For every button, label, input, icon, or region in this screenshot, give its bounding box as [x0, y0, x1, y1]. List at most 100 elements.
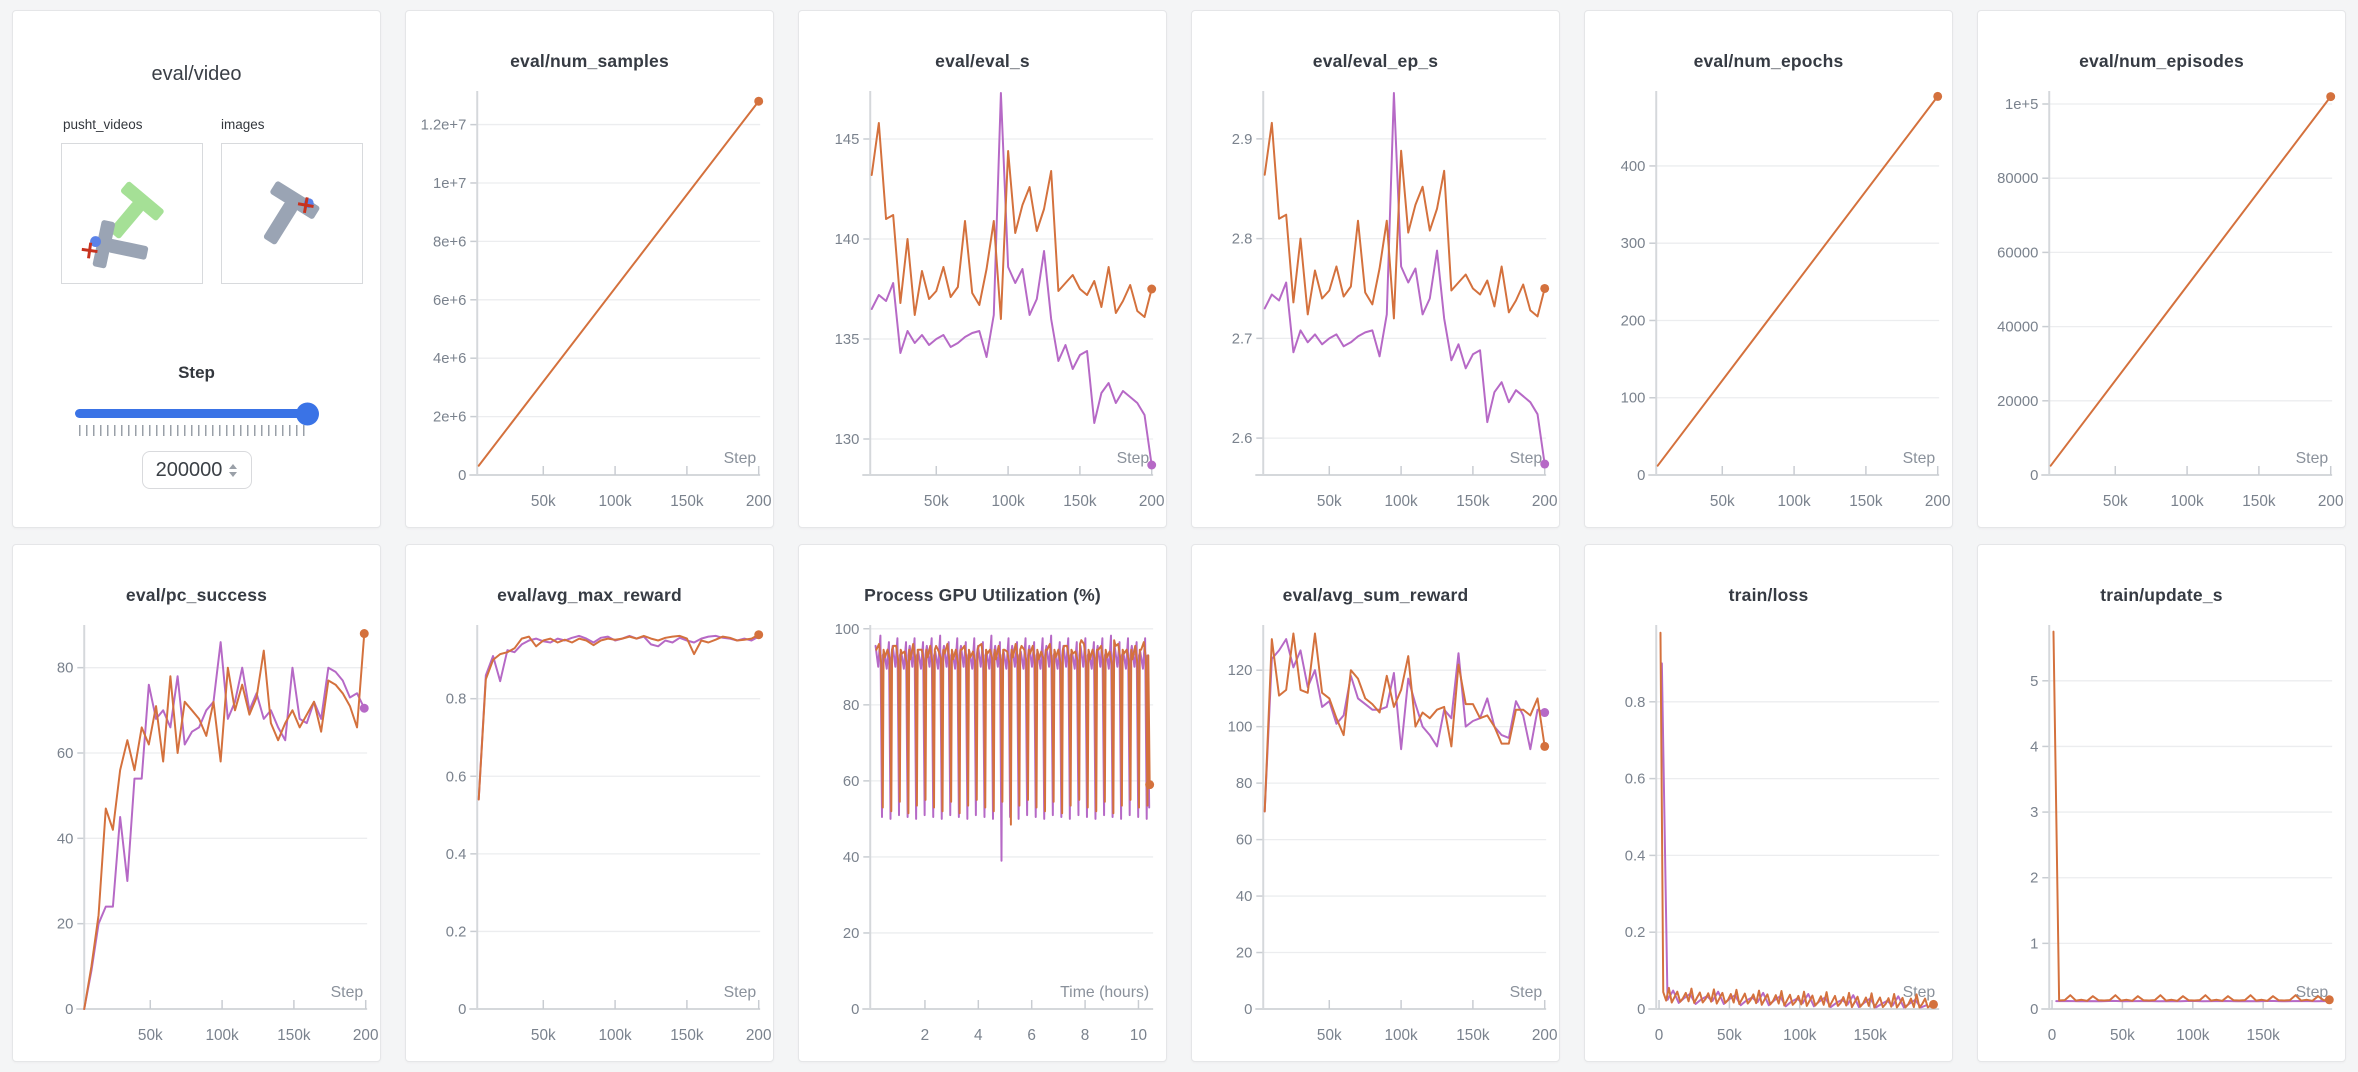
chart-title: eval/eval_ep_s [1192, 11, 1559, 72]
pusht-scene-icon [62, 144, 202, 283]
y-tick-label: 6e+6 [433, 293, 466, 309]
x-tick-label: 50k [2110, 1027, 2135, 1044]
chevron-down-icon[interactable] [229, 472, 237, 477]
end-dot-run-orange [1933, 92, 1942, 101]
y-tick-label: 20000 [1997, 394, 2038, 410]
y-tick-label: 60 [1236, 833, 1253, 849]
media-thumbnail-pusht-videos[interactable] [61, 143, 203, 284]
x-tick-label: 2 [921, 1027, 930, 1044]
x-tick-label: 200 [2318, 493, 2344, 510]
x-tick-label: 100k [1777, 493, 1811, 510]
step-slider-thumb[interactable] [296, 402, 319, 425]
x-tick-label: 100k [1384, 493, 1418, 510]
chart-title: eval/num_epochs [1585, 11, 1952, 72]
end-dot-run-orange [360, 629, 369, 638]
x-tick-label: 50k [531, 1027, 556, 1044]
end-dot-run-purple [360, 704, 369, 713]
x-tick-label: 150k [1063, 493, 1097, 510]
x-tick-label: 100k [2176, 1027, 2210, 1044]
y-tick-label: 8e+6 [433, 234, 466, 250]
x-tick-label: 200 [1925, 493, 1951, 510]
y-tick-label: 3 [2030, 805, 2038, 821]
x-tick-label: 50k [138, 1027, 163, 1044]
step-slider[interactable] [75, 409, 313, 418]
x-tick-label: 100k [991, 493, 1025, 510]
x-tick-label: 50k [1317, 1027, 1342, 1044]
y-tick-label: 0.8 [446, 692, 467, 708]
x-tick-label: 50k [531, 493, 556, 510]
series-line-run-purple [1265, 639, 1545, 811]
x-axis-label: Step [1117, 450, 1150, 467]
x-tick-label: 100k [598, 493, 632, 510]
y-tick-label: 2.9 [1232, 132, 1253, 148]
series-line-run-orange [2051, 97, 2331, 466]
chart-title: eval/num_samples [406, 11, 773, 72]
y-tick-label: 40000 [1997, 320, 2038, 336]
x-axis-label: Step [1903, 450, 1936, 467]
x-tick-label: 50k [1710, 493, 1735, 510]
end-dot-run-orange [1145, 780, 1154, 789]
panel-eval-video[interactable]: eval/video pusht_videos images [12, 10, 381, 528]
y-tick-label: 2.7 [1232, 331, 1253, 347]
y-tick-label: 0.2 [446, 924, 467, 940]
y-tick-label: 0.6 [1625, 772, 1646, 788]
y-tick-label: 1 [2030, 936, 2038, 952]
y-tick-label: 2 [2030, 871, 2038, 887]
y-tick-label: 130 [835, 432, 860, 448]
x-tick-label: 50k [2103, 493, 2128, 510]
y-tick-label: 0 [2030, 468, 2038, 484]
x-tick-label: 150k [1854, 1027, 1888, 1044]
stepper-arrows-icon[interactable] [229, 464, 237, 477]
y-tick-label: 100 [1228, 720, 1253, 736]
gray-tee-icon [247, 180, 320, 255]
y-tick-label: 20 [843, 926, 860, 942]
y-tick-label: 0 [65, 1002, 73, 1018]
chevron-up-icon[interactable] [229, 464, 237, 469]
end-dot-run-purple [1147, 461, 1156, 470]
series-line-run-purple [1662, 663, 1927, 1007]
y-tick-label: 1.2e+7 [421, 118, 467, 134]
chart-title: eval/eval_s [799, 11, 1166, 72]
chart-title: eval/num_episodes [1978, 11, 2345, 72]
media-thumbnail-images[interactable] [221, 143, 363, 284]
x-tick-label: 100k [205, 1027, 239, 1044]
y-tick-label: 2.6 [1232, 431, 1253, 447]
chart-title: eval/avg_sum_reward [1192, 545, 1559, 606]
y-tick-label: 0.2 [1625, 925, 1646, 941]
step-value-input[interactable]: 200000 [142, 451, 252, 489]
